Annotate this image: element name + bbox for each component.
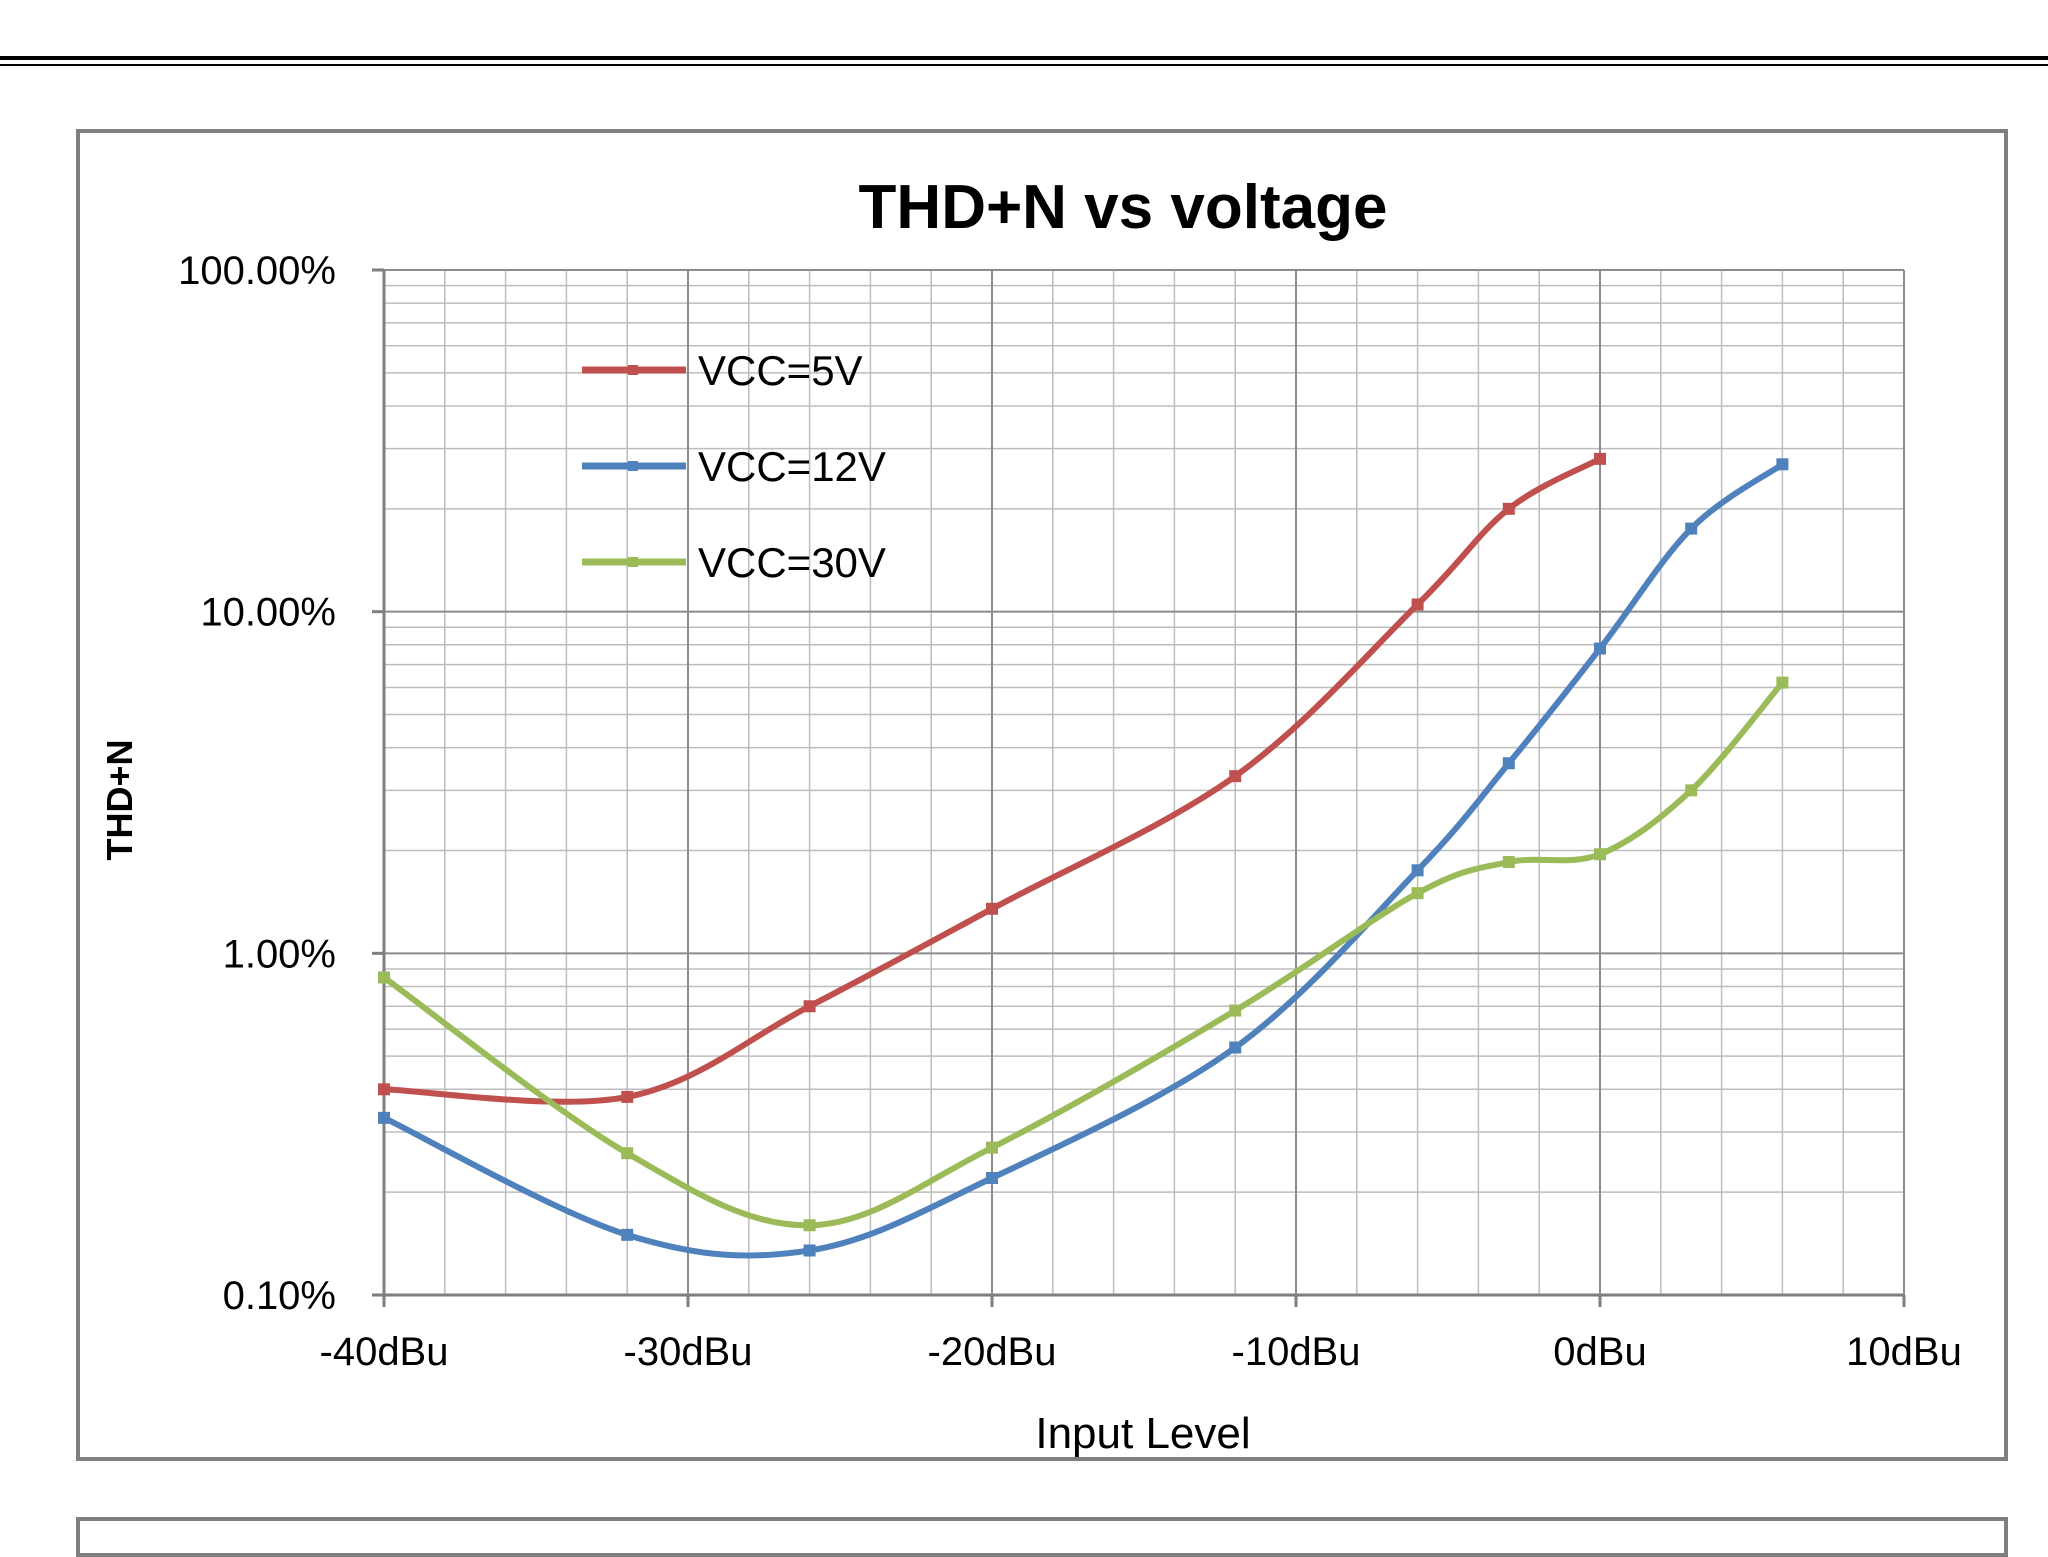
data-point-vcc-30v — [1685, 784, 1698, 797]
data-point-vcc-5v — [1594, 452, 1606, 465]
data-point-vcc-12v — [1502, 757, 1515, 770]
y-axis-title: THD+N — [99, 739, 140, 860]
x-tick-label: -40dBu — [320, 1330, 449, 1374]
data-point-vcc-12v — [1685, 522, 1698, 535]
x-axis-title: Input Level — [1035, 1409, 1250, 1458]
y-tick-label: 10.00% — [200, 591, 336, 635]
grid-minor — [384, 270, 1904, 1295]
series-layer — [378, 452, 1789, 1259]
data-point-vcc-12v — [1594, 642, 1606, 655]
data-point-vcc-12v — [378, 1111, 390, 1124]
data-point-vcc-30v — [621, 1147, 634, 1160]
data-point-vcc-12v — [1229, 1041, 1242, 1054]
x-tick-label: 10dBu — [1846, 1330, 1962, 1374]
y-tick-label: 1.00% — [223, 932, 336, 976]
series-line-vcc-12v — [381, 461, 1786, 1259]
legend-label-vcc-30v: VCC=30V — [698, 539, 886, 586]
x-tick-label: -20dBu — [928, 1330, 1057, 1374]
data-point-vcc-5v — [621, 1090, 634, 1103]
x-tick-label: -10dBu — [1232, 1330, 1361, 1374]
data-point-vcc-5v — [986, 902, 998, 915]
x-tick-label: 0dBu — [1553, 1330, 1646, 1374]
data-point-vcc-12v — [1776, 458, 1789, 471]
data-point-vcc-30v — [1411, 887, 1424, 900]
data-point-vcc-30v — [1776, 676, 1789, 689]
legend-marker-vcc-5v — [628, 365, 638, 375]
y-tick-label: 0.10% — [223, 1274, 336, 1318]
header-rule-thin — [0, 64, 2048, 66]
data-point-vcc-30v — [986, 1141, 998, 1154]
header-rule-thick — [0, 56, 2048, 60]
data-point-vcc-30v — [1594, 848, 1606, 861]
chart-frame — [76, 129, 2008, 1461]
data-point-vcc-30v — [378, 971, 390, 984]
data-point-vcc-30v — [1502, 856, 1515, 869]
legend-label-vcc-5v: VCC=5V — [698, 347, 863, 394]
data-point-vcc-5v — [378, 1083, 390, 1096]
legend: VCC=5V VCC=12V VCC=30V — [582, 347, 886, 586]
data-point-vcc-12v — [1411, 864, 1424, 877]
legend-marker-vcc-12v — [628, 461, 638, 471]
x-tick-label: -30dBu — [624, 1330, 753, 1374]
data-point-vcc-12v — [621, 1228, 634, 1241]
y-tick-label: 100.00% — [178, 249, 336, 293]
data-point-vcc-12v — [986, 1172, 998, 1185]
legend-marker-vcc-30v — [628, 557, 638, 567]
data-point-vcc-5v — [803, 1000, 816, 1013]
data-point-vcc-5v — [1229, 770, 1242, 783]
axes: -40dBu -30dBu -20dBu -10dBu 0dBu 10dBu 0.10% 1.… — [178, 249, 1962, 1374]
data-point-vcc-12v — [803, 1244, 816, 1257]
data-point-vcc-30v — [1229, 1004, 1242, 1017]
series-line-vcc-30v — [381, 679, 1786, 1229]
data-point-vcc-30v — [803, 1219, 816, 1232]
legend-label-vcc-12v: VCC=12V — [698, 443, 886, 490]
data-point-vcc-5v — [1411, 598, 1424, 611]
chart-title: THD+N vs voltage — [859, 173, 1388, 242]
data-point-vcc-5v — [1502, 502, 1515, 515]
